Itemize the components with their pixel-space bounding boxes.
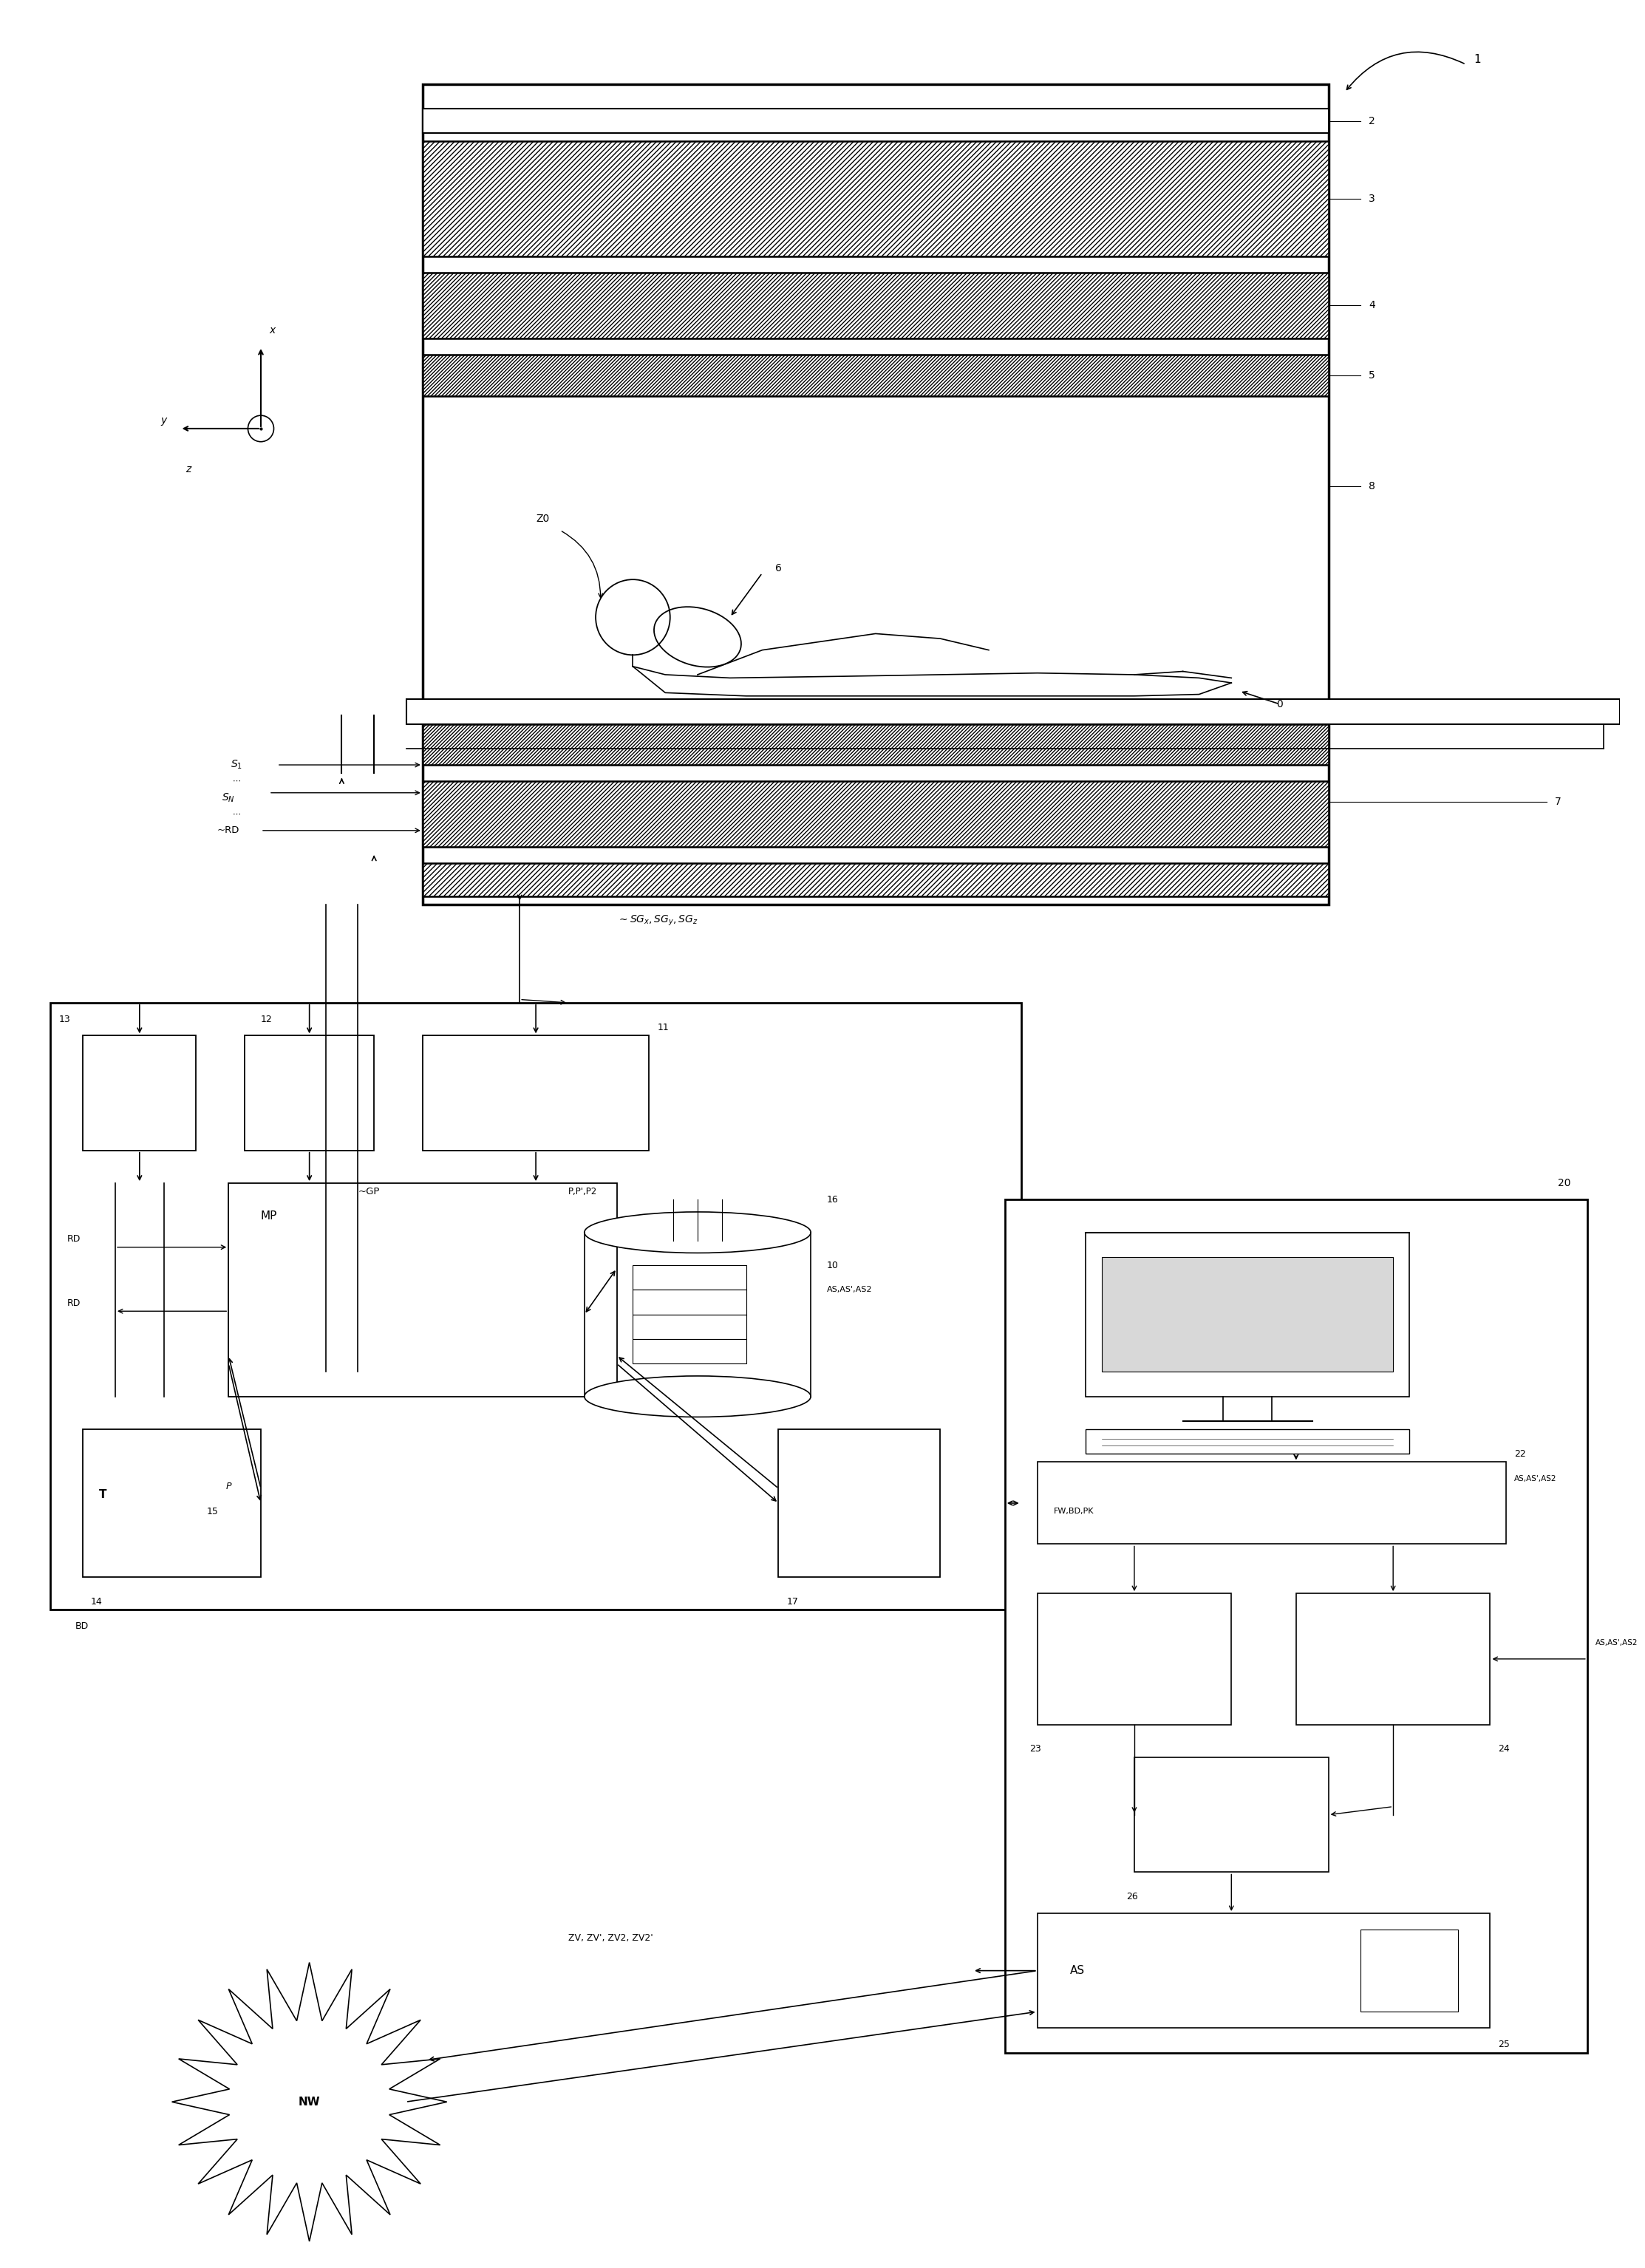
Text: 25: 25 bbox=[1499, 2039, 1510, 2050]
Bar bbox=[778, 1429, 941, 1576]
Text: 7: 7 bbox=[1555, 796, 1561, 807]
Text: 23: 23 bbox=[1030, 1744, 1041, 1753]
Bar bbox=[633, 1266, 747, 1290]
Text: ZV, ZV', ZV2, ZV2': ZV, ZV', ZV2, ZV2' bbox=[568, 1932, 653, 1944]
Bar bbox=[1086, 1429, 1410, 1454]
Text: Z0: Z0 bbox=[536, 513, 549, 524]
Bar bbox=[423, 354, 1329, 397]
Bar bbox=[423, 109, 1329, 134]
Text: 17: 17 bbox=[786, 1597, 798, 1606]
Bar bbox=[423, 354, 1329, 397]
Text: x: x bbox=[268, 324, 275, 336]
Text: 11: 11 bbox=[656, 1023, 670, 1032]
Text: 24: 24 bbox=[1499, 1744, 1510, 1753]
Bar bbox=[1038, 1463, 1507, 1545]
Bar bbox=[423, 272, 1329, 338]
Text: $S_N$: $S_N$ bbox=[222, 792, 235, 803]
Text: z: z bbox=[186, 465, 191, 474]
Text: ~RD: ~RD bbox=[217, 826, 240, 835]
Text: NW: NW bbox=[298, 2096, 321, 2107]
Bar bbox=[1296, 1594, 1490, 1724]
Bar bbox=[406, 699, 1620, 723]
Text: 14: 14 bbox=[90, 1597, 102, 1606]
Bar bbox=[423, 780, 1329, 846]
Bar bbox=[423, 1036, 650, 1150]
Bar bbox=[82, 1036, 196, 1150]
Text: MP: MP bbox=[262, 1211, 278, 1222]
Text: RD: RD bbox=[67, 1234, 81, 1243]
Text: 16: 16 bbox=[827, 1195, 839, 1204]
Bar bbox=[1038, 1594, 1232, 1724]
Text: AS: AS bbox=[1069, 1964, 1084, 1975]
Text: 15: 15 bbox=[207, 1506, 219, 1515]
Bar bbox=[423, 723, 1329, 764]
Bar bbox=[423, 84, 1329, 905]
Bar bbox=[1005, 1200, 1587, 2053]
Text: 8: 8 bbox=[1369, 481, 1375, 492]
Text: FW,BD,PK: FW,BD,PK bbox=[1053, 1508, 1094, 1515]
Text: 13: 13 bbox=[59, 1014, 71, 1023]
Bar bbox=[633, 1290, 747, 1315]
Bar bbox=[423, 141, 1329, 256]
Bar bbox=[1038, 1914, 1490, 2028]
Text: AS,AS',AS2: AS,AS',AS2 bbox=[827, 1286, 872, 1293]
Text: 5: 5 bbox=[1369, 370, 1375, 381]
Bar bbox=[423, 780, 1329, 846]
Bar bbox=[423, 864, 1329, 896]
Text: 10: 10 bbox=[827, 1261, 839, 1270]
Text: $S_1$: $S_1$ bbox=[230, 760, 242, 771]
Bar bbox=[1086, 1232, 1410, 1397]
Bar bbox=[229, 1184, 617, 1397]
Text: 0: 0 bbox=[1277, 699, 1283, 710]
Bar bbox=[1360, 1930, 1457, 2012]
Text: P,P',P2: P,P',P2 bbox=[568, 1186, 597, 1195]
Text: 2: 2 bbox=[1369, 116, 1375, 127]
Bar bbox=[423, 141, 1329, 256]
Bar bbox=[245, 1036, 373, 1150]
Text: 26: 26 bbox=[1127, 1892, 1138, 1901]
Bar bbox=[423, 864, 1329, 896]
Text: 3: 3 bbox=[1369, 193, 1375, 204]
Ellipse shape bbox=[584, 1211, 811, 1252]
Bar bbox=[1102, 1256, 1393, 1372]
Bar bbox=[423, 723, 1329, 764]
Bar bbox=[423, 272, 1329, 338]
Text: 22: 22 bbox=[1515, 1449, 1527, 1458]
Ellipse shape bbox=[584, 1377, 811, 1418]
Text: T: T bbox=[99, 1490, 107, 1501]
Text: 20: 20 bbox=[1558, 1177, 1571, 1188]
Text: AS,AS',AS2: AS,AS',AS2 bbox=[1515, 1474, 1556, 1483]
Text: P: P bbox=[225, 1481, 232, 1492]
Text: 1: 1 bbox=[1474, 54, 1480, 66]
Text: ~GP: ~GP bbox=[359, 1186, 380, 1195]
Text: y: y bbox=[161, 415, 166, 426]
Text: AS,AS',AS2: AS,AS',AS2 bbox=[1596, 1640, 1638, 1647]
Bar bbox=[51, 1002, 1022, 1610]
Text: 4: 4 bbox=[1369, 299, 1375, 311]
Text: ⋯: ⋯ bbox=[232, 778, 240, 785]
Text: 12: 12 bbox=[262, 1014, 273, 1023]
Bar bbox=[1135, 1758, 1329, 1871]
Bar bbox=[633, 1315, 747, 1338]
Text: $\sim SG_x,SG_y,SG_z$: $\sim SG_x,SG_y,SG_z$ bbox=[617, 914, 697, 928]
Bar bbox=[82, 1429, 262, 1576]
Text: BD: BD bbox=[74, 1622, 89, 1631]
Text: 6: 6 bbox=[775, 562, 781, 574]
Text: ⋯: ⋯ bbox=[232, 810, 240, 819]
Text: RD: RD bbox=[67, 1297, 81, 1309]
Bar bbox=[633, 1338, 747, 1363]
